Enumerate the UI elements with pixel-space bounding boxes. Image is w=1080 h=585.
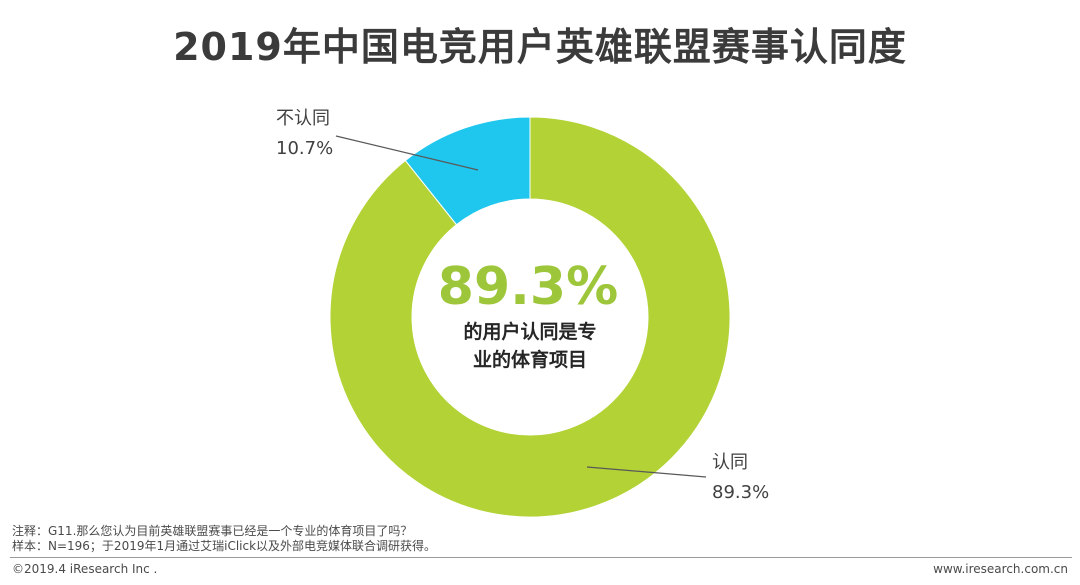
footer-website: www.iresearch.com.cn: [933, 562, 1068, 576]
slice-label-agree: 认同 89.3%: [712, 448, 769, 508]
slice-label-disagree: 不认同 10.7%: [276, 104, 333, 164]
center-caption: 的用户认同是专 业的体育项目: [430, 318, 630, 374]
leader-line-disagree: [335, 135, 479, 171]
center-value: 89.3%: [438, 257, 618, 317]
slice-label-agree-pct: 89.3%: [712, 482, 770, 503]
donut-slice-agree: [329, 116, 731, 518]
slice-label-agree-name: 认同: [712, 452, 748, 473]
footer-divider: [10, 557, 1072, 558]
leader-line-agree: [586, 466, 707, 478]
notes: 注释：G11.那么您认为目前英雄联盟赛事已经是一个专业的体育项目了吗？ 样本：N…: [12, 524, 436, 554]
slice-label-disagree-name: 不认同: [276, 108, 330, 129]
center-caption-line2: 业的体育项目: [472, 349, 587, 371]
note-text: 注释：G11.那么您认为目前英雄联盟赛事已经是一个专业的体育项目了吗？: [12, 524, 413, 538]
donut-slice-disagree: [404, 116, 531, 226]
center-caption-line1: 的用户认同是专: [463, 321, 597, 343]
footer-copyright: ©2019.4 iResearch Inc .: [12, 562, 158, 576]
slice-label-disagree-pct: 10.7%: [276, 138, 334, 159]
page-title: 2019年中国电竞用户英雄联盟赛事认同度: [173, 25, 907, 69]
sample-text: 样本：N=196；于2019年1月通过艾瑞iClick以及外部电竞媒体联合调研获…: [12, 539, 437, 553]
donut-slices: [329, 116, 731, 518]
